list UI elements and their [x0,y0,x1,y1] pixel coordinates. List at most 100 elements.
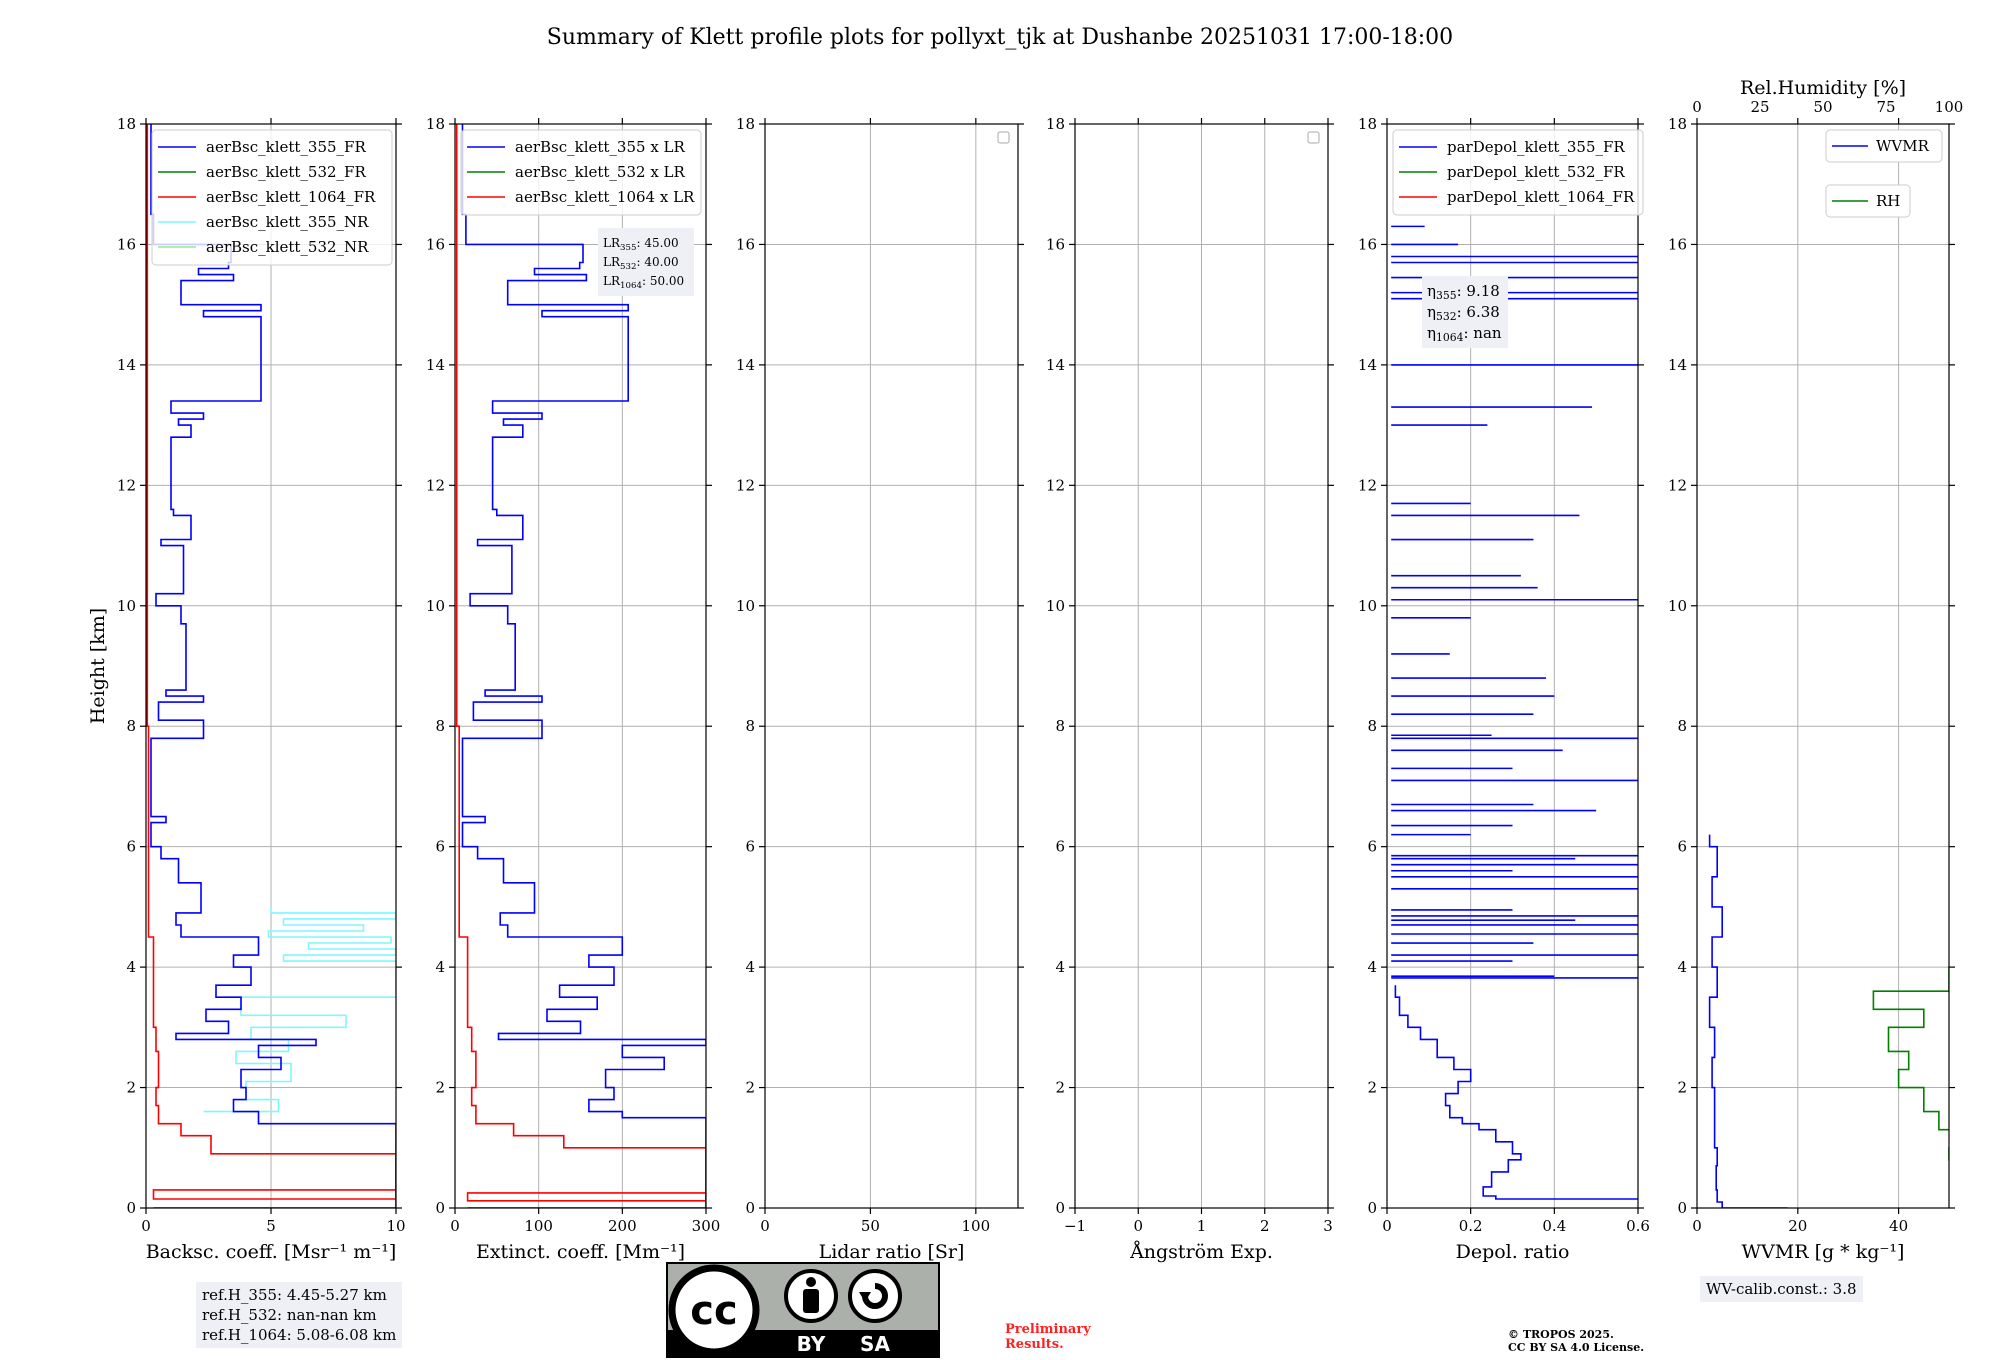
legend-entry: parDepol_klett_1064_FR [1447,188,1635,206]
plot-area [146,124,396,1208]
y-tick-label: 0 [435,1199,445,1217]
legend-entry: WVMR [1876,137,1930,155]
y-tick-label: 6 [745,838,755,856]
y-tick-label: 18 [1668,115,1687,133]
figure-title: Summary of Klett profile plots for polly… [547,25,1453,50]
y-tick-label: 10 [426,597,445,615]
legend-frame [151,129,393,266]
legend-entry: RH [1876,192,1900,210]
x-tick-label: 0 [450,1217,460,1235]
lr-355: LR355: 45.00 [603,236,679,253]
preliminary-note: Preliminary Results. [1005,1322,1091,1352]
x-tick-label: −1 [1064,1217,1086,1235]
x-tick-label: 2 [1260,1217,1270,1235]
x-tick-label: 40 [1889,1217,1908,1235]
panel-depol: 0 2 4 6 8 10 12 14 16 18 0 0.2 0.4 0.6 Depol. ratio par… [1358,115,1650,1263]
panel-backscatter: 0 2 4 6 8 10 12 14 16 18 0 5 10 Backsc. coeff. [Msr⁻¹… [87,115,406,1263]
y-tick-label: 12 [736,476,755,494]
y-tick-label: 18 [426,115,445,133]
cc-by-text: BY [797,1332,826,1356]
y-tick-label: 0 [1055,1199,1065,1217]
y-tick-label: 18 [1358,115,1377,133]
reference-height-box: ref.H_355: 4.45-5.27 km ref.H_532: nan-n… [196,1282,403,1348]
y-tick-label: 0 [1677,1199,1687,1217]
y-tick-label: 6 [1367,838,1377,856]
top-axis-label: Rel.Humidity [%] [1740,77,1906,99]
x-axis-label: Extinct. coeff. [Mm⁻¹] [476,1241,685,1263]
eta-355: η355: 9.18 [1427,282,1500,302]
y-tick-label: 16 [117,235,136,253]
y-axis-label: Height [km] [87,608,109,724]
x-tick-label: 0 [141,1217,151,1235]
y-tick-label: 16 [1668,235,1687,253]
axes-frame [1386,123,1639,1209]
y-tick-label: 18 [736,115,755,133]
top-x-tick-label: 0 [1692,98,1702,116]
ref-h-355: ref.H_355: 4.45-5.27 km [202,1286,387,1304]
lidar-ratio-info-box: LR355: 45.00 LR532: 40.00 LR1064: 50.00 [598,228,694,296]
y-tick-label: 8 [1055,717,1065,735]
plot-area [1391,225,1638,1200]
y-tick-label: 12 [117,476,136,494]
preliminary-line-1: Preliminary [1005,1322,1091,1337]
y-tick-label: 4 [1367,958,1377,976]
legend-entry: parDepol_klett_355_FR [1447,138,1625,156]
y-tick-label: 12 [1358,476,1377,494]
top-x-tick-label: 100 [1935,98,1964,116]
y-tick-label: 2 [126,1079,136,1097]
x-tick-label: 0 [1692,1217,1702,1235]
legend: aerBsc_klett_355 x LR aerBsc_klett_532 x … [460,129,702,216]
copyright-line-1: © TROPOS 2025. [1508,1328,1614,1341]
legend-entry: aerBsc_klett_1064 x LR [515,188,695,206]
series-line-aerBsc_klett_355_NR [203,906,396,1113]
x-tick-label: 300 [692,1217,721,1235]
top-x-tick-label: 25 [1750,98,1769,116]
y-tick-label: 10 [1668,597,1687,615]
panel-wvmr_rh: 0 2 4 6 8 10 12 14 16 18 0 20 40 WVMR [g * kg⁻¹] 0 25 50… [1668,77,1964,1263]
y-tick-label: 10 [1046,597,1065,615]
x-axis-label: WVMR [g * kg⁻¹] [1742,1241,1905,1263]
y-tick-label: 16 [1046,235,1065,253]
legend-entry: aerBsc_klett_532 x LR [515,163,686,181]
legend-entry: aerBsc_klett_355_FR [206,138,366,156]
axes-frame [454,123,707,1209]
x-axis-label: Depol. ratio [1456,1241,1570,1263]
x-tick-label: 50 [861,1217,880,1235]
x-tick-label: 3 [1323,1217,1333,1235]
y-tick-label: 2 [1055,1079,1065,1097]
x-axis-label: Lidar ratio [Sr] [819,1241,965,1263]
y-tick-label: 0 [1367,1199,1377,1217]
ref-h-1064: ref.H_1064: 5.08-6.08 km [202,1326,397,1344]
series-line-aerBsc_klett_355 x LR [461,124,706,1208]
x-tick-label: 20 [1788,1217,1807,1235]
y-tick-label: 16 [1358,235,1377,253]
top-x-tick-label: 75 [1876,98,1895,116]
y-tick-label: 6 [435,838,445,856]
x-tick-label: 100 [524,1217,553,1235]
ref-h-532: ref.H_532: nan-nan km [202,1306,377,1324]
eta-1064: η1064: nan [1427,324,1502,344]
lidar-ratio-info-bg [598,228,694,296]
y-tick-label: 14 [1358,356,1377,374]
x-tick-label: 0 [1133,1217,1143,1235]
x-tick-label: 200 [608,1217,637,1235]
y-tick-label: 4 [126,958,136,976]
eta-532: η532: 6.38 [1427,303,1500,323]
copyright-line-2: CC BY SA 4.0 License. [1508,1341,1645,1354]
y-tick-label: 16 [736,235,755,253]
y-tick-label: 8 [435,717,445,735]
x-tick-label: 0 [1382,1217,1392,1235]
y-tick-label: 18 [117,115,136,133]
lr-532: LR532: 40.00 [603,255,679,272]
y-tick-label: 14 [736,356,755,374]
y-tick-label: 6 [126,838,136,856]
cc-circle-icon [668,1264,760,1356]
x-tick-label: 1 [1197,1217,1207,1235]
y-tick-label: 8 [1367,717,1377,735]
y-tick-label: 16 [426,235,445,253]
series-line-aerBsc_klett_1064 x LR [455,124,706,1202]
y-tick-label: 18 [1046,115,1065,133]
legend: aerBsc_klett_355_FR aerBsc_klett_532_FRae… [151,129,393,266]
